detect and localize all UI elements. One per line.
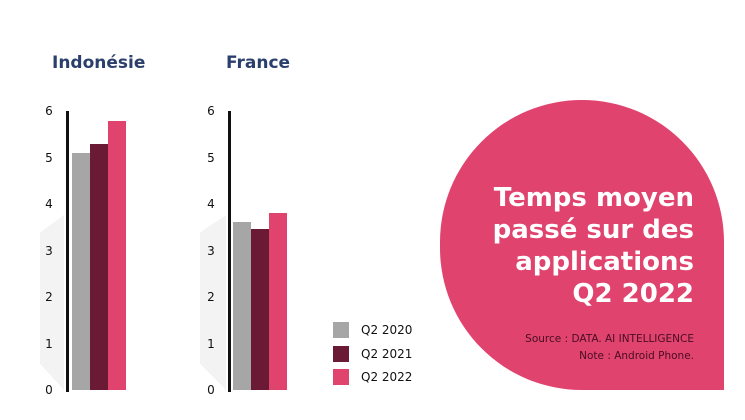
legend-label: Q2 2020 — [361, 323, 413, 337]
legend-item-q2-2021[interactable]: Q2 2021 — [333, 346, 412, 362]
chart-title: Indonésie — [52, 53, 146, 73]
bar-q2-2020[interactable] — [72, 153, 90, 390]
headline-line: applications — [515, 247, 694, 277]
legend-item-q2-2022[interactable]: Q2 2022 — [333, 369, 412, 385]
y-tick: 4 — [207, 197, 215, 211]
decorative-shadow — [40, 215, 64, 390]
y-tick: 1 — [45, 337, 53, 351]
y-axis — [66, 111, 69, 392]
bar-q2-2021[interactable] — [251, 229, 269, 390]
headline-blob: Temps moyen passé sur des applications Q… — [440, 100, 724, 390]
headline-line: passé sur des — [492, 215, 694, 245]
y-tick: 5 — [45, 151, 53, 165]
y-tick: 2 — [45, 290, 53, 304]
bar-q2-2021[interactable] — [90, 144, 108, 390]
y-tick: 3 — [207, 244, 215, 258]
legend-swatch — [333, 369, 349, 385]
y-tick: 0 — [207, 383, 215, 397]
y-tick: 0 — [45, 383, 53, 397]
headline-title: Temps moyen passé sur des applications Q… — [493, 182, 694, 310]
y-tick: 6 — [207, 104, 215, 118]
y-axis — [228, 111, 231, 392]
legend-swatch — [333, 322, 349, 338]
headline-line: Temps moyen — [493, 183, 694, 213]
source-text: Source : DATA. AI INTELLIGENCE — [525, 333, 694, 345]
y-tick: 6 — [45, 104, 53, 118]
note-text: Note : Android Phone. — [579, 350, 694, 362]
bar-q2-2020[interactable] — [233, 222, 251, 390]
legend-label: Q2 2021 — [361, 347, 413, 361]
bar-q2-2022[interactable] — [269, 213, 287, 390]
bar-q2-2022[interactable] — [108, 121, 126, 390]
legend-label: Q2 2022 — [361, 370, 413, 384]
chart-title: France — [226, 53, 291, 73]
y-tick: 2 — [207, 290, 215, 304]
y-tick: 4 — [45, 197, 53, 211]
y-tick: 1 — [207, 337, 215, 351]
headline-line: Q2 2022 — [572, 279, 694, 309]
y-tick: 5 — [207, 151, 215, 165]
decorative-shadow — [200, 215, 226, 390]
y-tick: 3 — [45, 244, 53, 258]
legend-swatch — [333, 346, 349, 362]
legend-item-q2-2020[interactable]: Q2 2020 — [333, 322, 412, 338]
